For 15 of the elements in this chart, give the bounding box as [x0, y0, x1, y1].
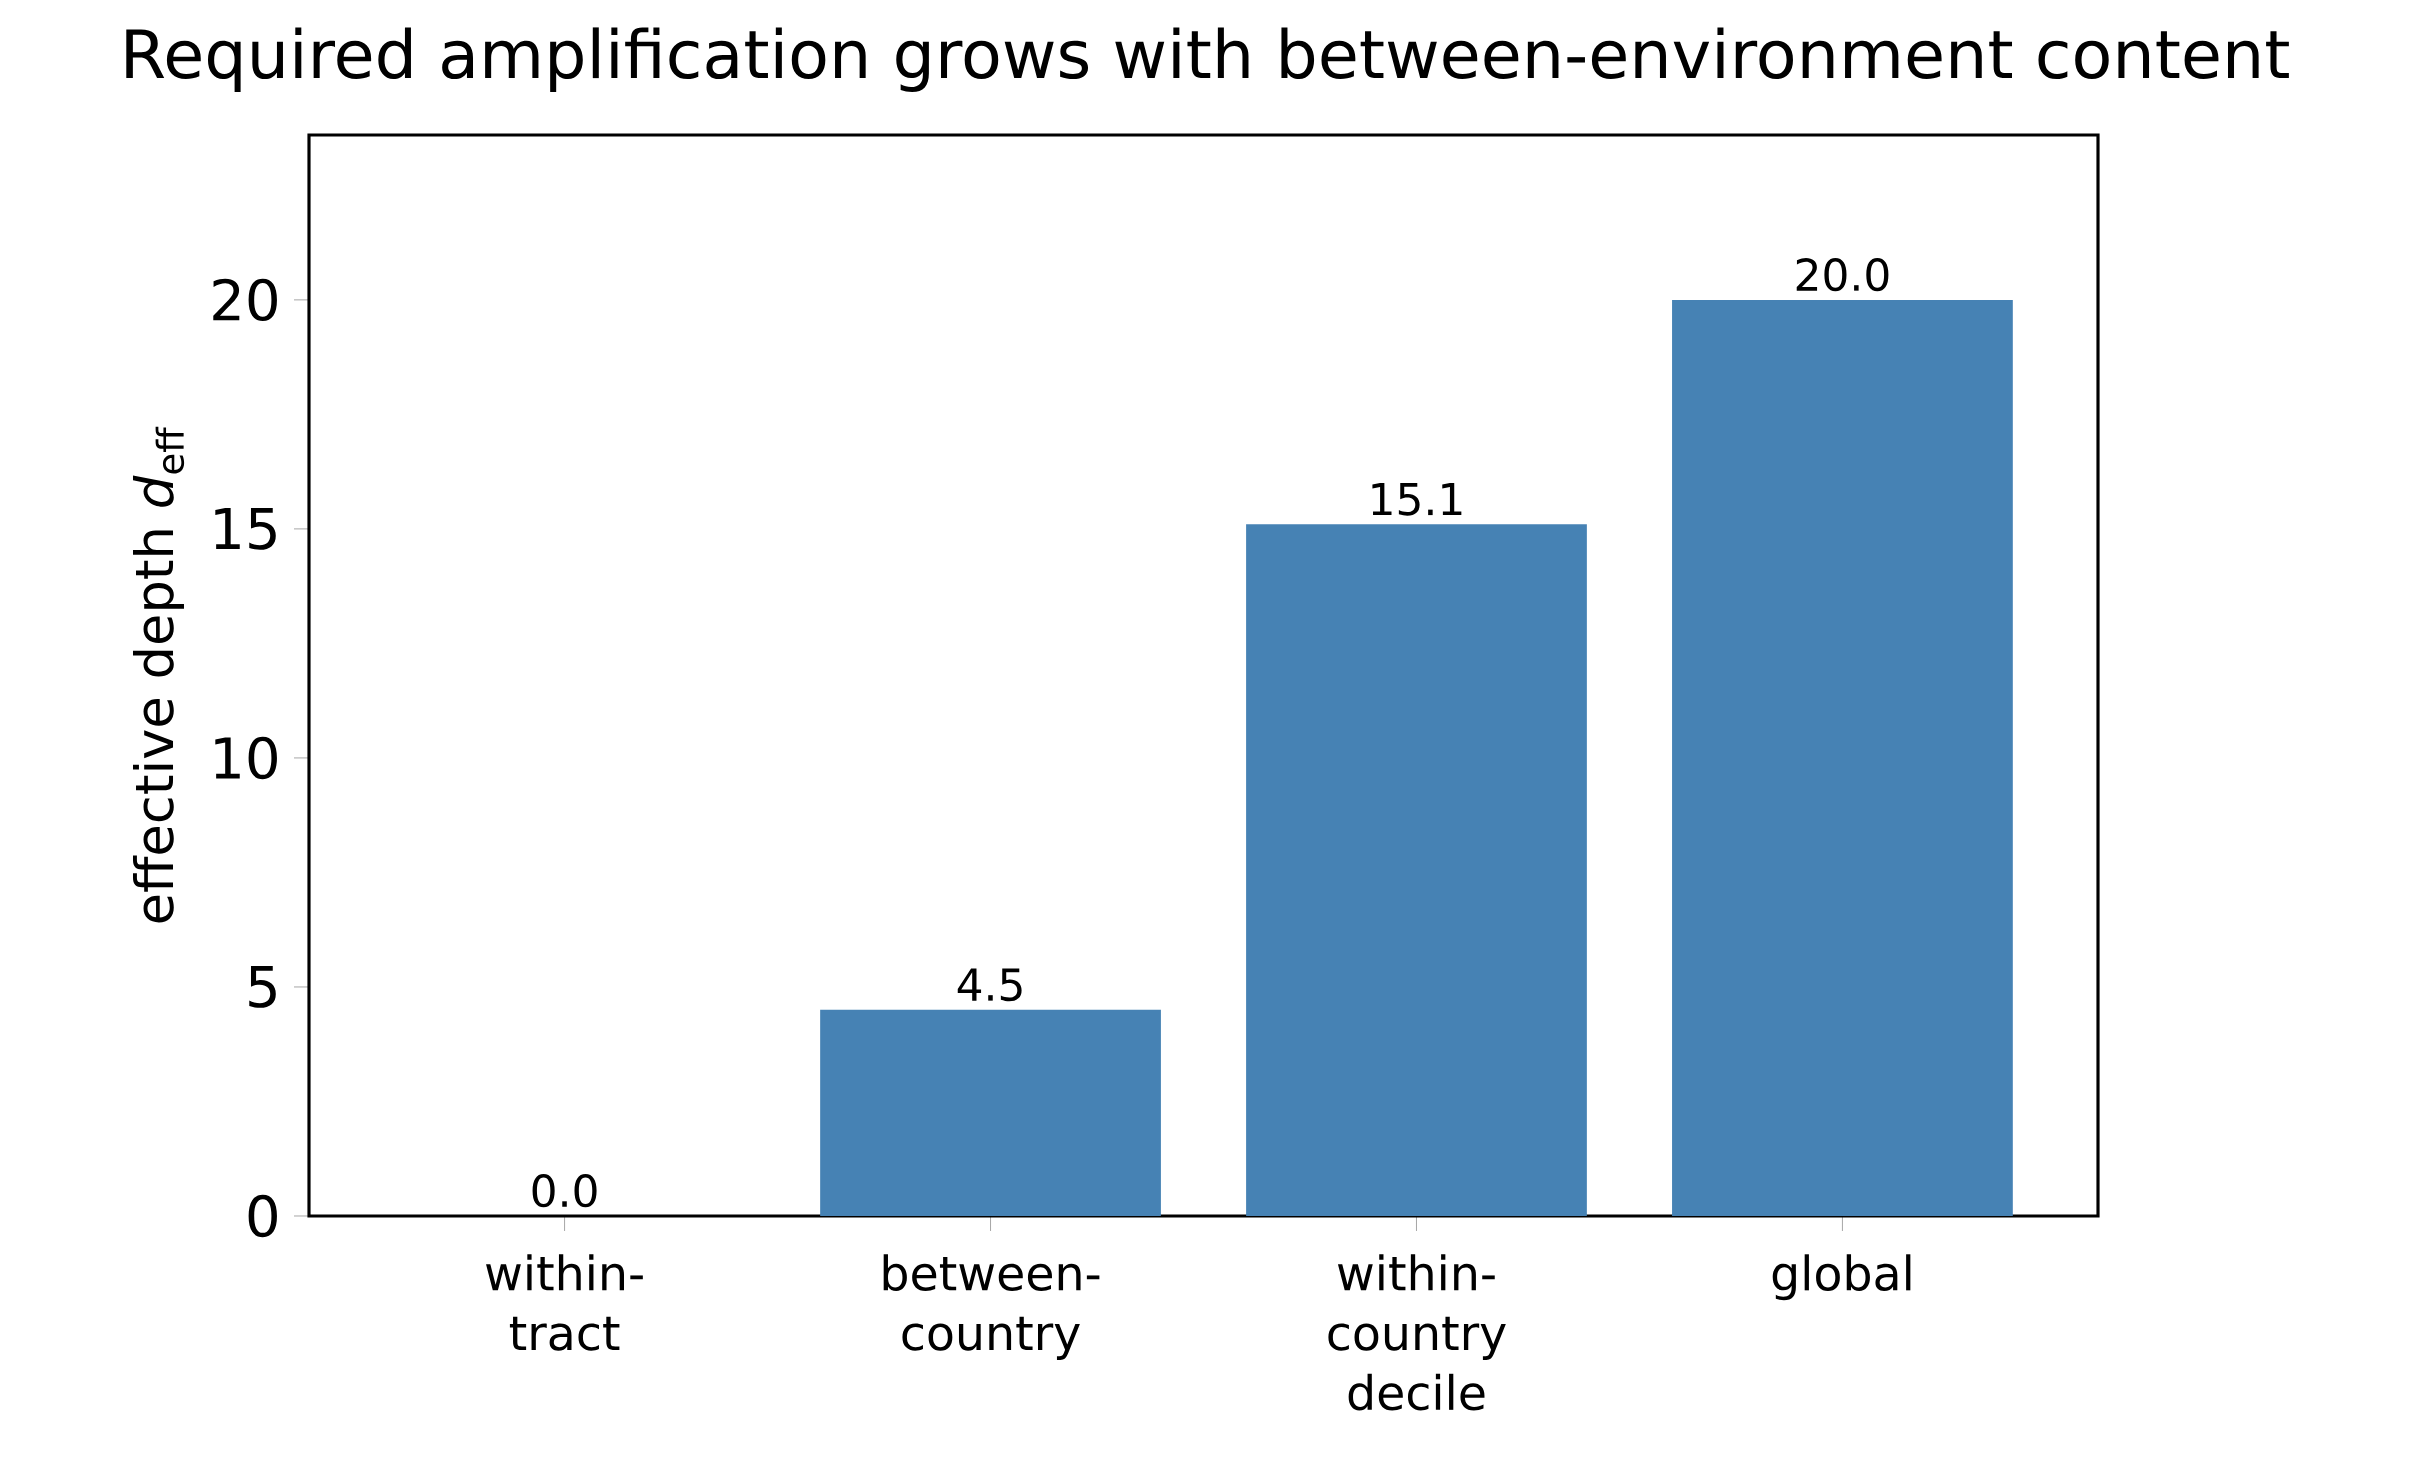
y-tick-label: 0	[248, 1194, 277, 1238]
y-tick-label: 5	[249, 966, 276, 1008]
data-label: 15.1	[1372, 483, 1462, 516]
x-tick-label: within-tract	[486, 1254, 643, 1351]
y-tick-label: 20	[213, 278, 277, 322]
chart-title: Required amplification grows with between-environment content	[126, 27, 2289, 93]
x-tick-label: global	[1772, 1254, 1911, 1301]
data-label: 4.5	[957, 968, 1022, 1002]
x-tick-label: between-country	[883, 1254, 1100, 1360]
x-tick-label: within-country decile	[1328, 1254, 1506, 1411]
data-label: 20.0	[1796, 258, 1889, 292]
data-label: 0.0	[532, 1174, 597, 1208]
y-tick-label: 15	[215, 508, 276, 550]
y-tick-label: 10	[215, 736, 277, 780]
y-axis-title: effective depth d$_{eff}$	[133, 426, 185, 923]
